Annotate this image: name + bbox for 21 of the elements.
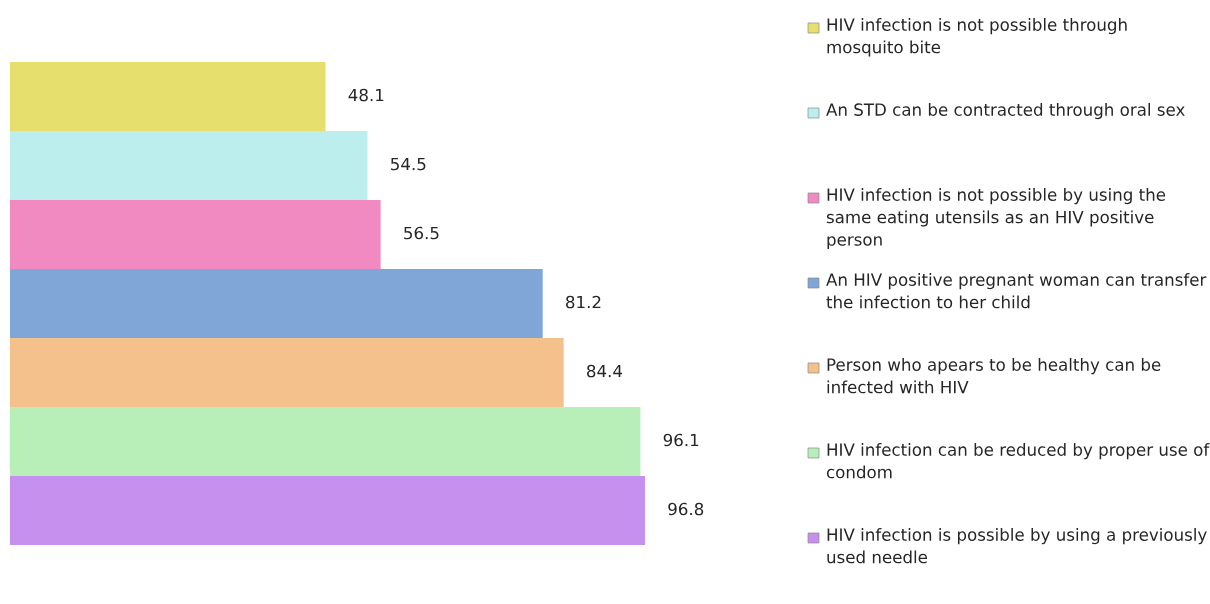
- bar: [10, 200, 381, 269]
- legend-label: HIV infection can be reduced by proper use of condom: [826, 443, 1210, 479]
- legend-label: An STD can be contracted through oral sex: [826, 103, 1185, 120]
- data-label: 96.1: [663, 433, 699, 447]
- data-label: 84.4: [587, 364, 623, 378]
- bar: [10, 269, 543, 338]
- legend-label: HIV infection is not possible by using the same eating utensils as an HIV positive person: [826, 188, 1166, 250]
- legend-label: HIV infection is possible by using a previously used needle: [827, 528, 1207, 564]
- bar: [10, 338, 564, 407]
- bar: [10, 131, 368, 200]
- data-label: 56.5: [404, 226, 439, 240]
- legend-label: Person who apears to be healthy can be infected with HIV: [827, 358, 1161, 394]
- bar: [10, 476, 645, 545]
- data-label: 81.2: [566, 295, 601, 309]
- data-label: 48.1: [348, 88, 384, 102]
- bar: [10, 407, 641, 476]
- data-label: 96.8: [668, 502, 704, 516]
- legend-label: An HIV positive pregnant woman can transfer the infection to her child: [826, 273, 1207, 309]
- legend-label: HIV infection is not possible through mosquito bite: [827, 18, 1127, 57]
- bar: [10, 62, 326, 131]
- data-label: 54.5: [391, 157, 426, 171]
